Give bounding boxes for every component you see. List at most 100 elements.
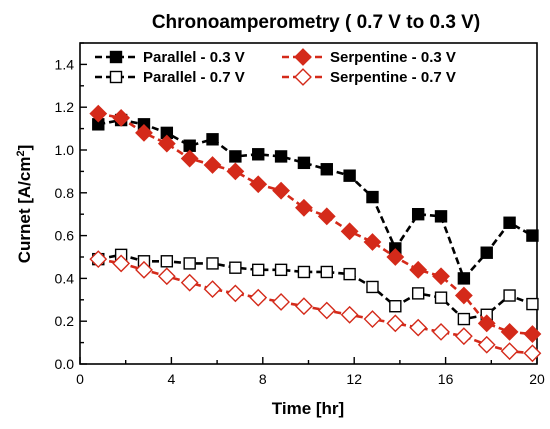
series-serpentine-0-3-v (89, 104, 542, 343)
data-point (457, 312, 471, 326)
data-point (252, 148, 265, 161)
y-axis-title-main: Curnet [A/cm (15, 157, 34, 264)
data-point (363, 310, 382, 328)
data-point (295, 198, 313, 217)
x-axis-title: Time [hr] (272, 399, 344, 418)
data-point (366, 280, 379, 294)
data-point (389, 300, 402, 313)
legend-marker (294, 48, 312, 66)
legend-label: Parallel - 0.7 V (143, 69, 245, 86)
y-tick-label: 0.0 (55, 356, 75, 372)
data-point (274, 263, 288, 277)
series-serpentine-0-7-v (89, 250, 542, 363)
y-axis-title-end: ] (15, 145, 34, 151)
data-point (340, 222, 359, 241)
data-point (226, 162, 245, 181)
data-point (503, 216, 516, 229)
data-point (320, 163, 333, 176)
y-tick-label: 0.4 (55, 270, 75, 286)
data-point (477, 335, 496, 354)
data-point (526, 229, 539, 242)
data-point (317, 301, 336, 320)
data-point (477, 314, 496, 333)
data-point (434, 210, 448, 223)
data-point (434, 291, 448, 304)
data-point (252, 263, 265, 277)
data-point (206, 133, 219, 146)
data-point (160, 255, 174, 268)
data-point (500, 322, 519, 341)
y-tick-label: 1.4 (55, 56, 75, 72)
data-point (523, 325, 542, 343)
series-parallel-0-7-v (92, 248, 539, 326)
legend-marker (294, 68, 312, 86)
legend-item-serpentine-0-3-v: Serpentine - 0.3 V (282, 48, 456, 66)
data-point (112, 254, 131, 273)
data-point (226, 284, 245, 303)
data-point (454, 286, 473, 305)
data-point (180, 149, 199, 168)
data-point (229, 150, 242, 163)
legend-label: Serpentine - 0.3 V (330, 49, 456, 66)
chart-title: Chronoamperometry ( 0.7 V to 0.3 V) (152, 12, 480, 33)
legend-marker (109, 70, 123, 84)
series-parallel-0-3-v (92, 113, 539, 285)
legend-item-serpentine-0-7-v: Serpentine - 0.7 V (282, 68, 456, 86)
data-point (343, 169, 356, 182)
data-point (157, 134, 176, 153)
data-point (203, 280, 222, 299)
data-point (135, 260, 153, 279)
data-point (297, 265, 311, 279)
series-layer (89, 104, 542, 363)
x-tick-label: 20 (529, 371, 545, 387)
legend-label: Parallel - 0.3 V (143, 49, 245, 66)
x-tick-label: 12 (346, 371, 362, 387)
data-point (135, 123, 153, 142)
data-point (229, 261, 242, 274)
data-point (274, 150, 288, 163)
y-axis: 0.0 0.2 0.4 0.6 0.8 1.0 1.2 1.4 (55, 42, 87, 372)
data-point (272, 181, 290, 200)
data-point (249, 288, 268, 307)
data-point (343, 267, 356, 281)
x-tick-label: 4 (168, 371, 176, 387)
data-point (363, 233, 382, 251)
series-line (98, 118, 534, 281)
data-point (295, 297, 313, 316)
data-point (523, 344, 542, 363)
data-point (386, 314, 405, 333)
series-line (98, 257, 533, 355)
y-tick-label: 0.8 (55, 185, 75, 201)
legend-item-parallel-0-3-v: Parallel - 0.3 V (95, 49, 245, 66)
data-point (180, 273, 199, 292)
data-point (366, 190, 379, 204)
y-tick-label: 0.6 (55, 228, 75, 244)
data-point (317, 207, 336, 226)
data-point (500, 342, 519, 361)
legend-marker (109, 50, 123, 64)
data-point (411, 287, 425, 300)
x-axis: 0 4 8 12 16 20 (76, 357, 545, 387)
data-point (409, 318, 428, 337)
y-tick-label: 1.2 (55, 99, 75, 115)
data-point (183, 139, 196, 152)
data-point (480, 246, 493, 259)
y-tick-label: 0.2 (55, 313, 75, 329)
legend-label: Serpentine - 0.7 V (330, 69, 456, 86)
data-point (89, 104, 108, 123)
data-point (340, 305, 359, 324)
data-point (249, 175, 268, 194)
data-point (297, 156, 311, 170)
data-point (320, 265, 333, 279)
data-point (411, 207, 425, 221)
y-tick-label: 1.0 (55, 142, 75, 158)
data-point (526, 297, 539, 311)
data-point (457, 272, 471, 285)
data-point (206, 257, 219, 270)
data-point (89, 250, 108, 269)
y-axis-title: Curnet [A/cm2] (15, 145, 34, 264)
data-point (454, 327, 473, 346)
data-point (183, 257, 196, 270)
data-point (409, 260, 428, 279)
